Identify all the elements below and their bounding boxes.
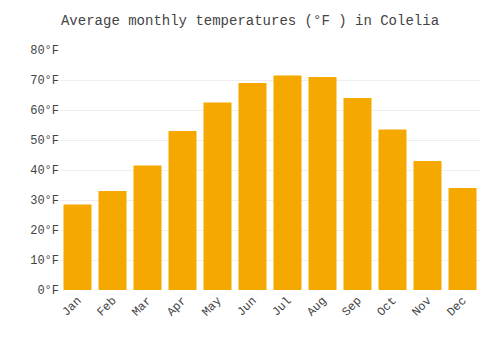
svg-text:40°F: 40°F	[30, 164, 59, 178]
svg-text:Feb: Feb	[94, 294, 119, 319]
svg-text:80°F: 80°F	[30, 44, 59, 58]
svg-text:Jul: Jul	[269, 294, 294, 319]
svg-text:Jan: Jan	[59, 294, 84, 319]
svg-text:0°F: 0°F	[37, 284, 59, 298]
svg-text:Sep: Sep	[339, 294, 364, 319]
svg-text:10°F: 10°F	[30, 254, 59, 268]
svg-text:Nov: Nov	[409, 294, 434, 319]
svg-text:70°F: 70°F	[30, 74, 59, 88]
svg-text:30°F: 30°F	[30, 194, 59, 208]
svg-text:Oct: Oct	[374, 294, 399, 319]
svg-text:Jun: Jun	[234, 294, 259, 319]
svg-text:Aug: Aug	[304, 294, 329, 319]
svg-text:Mar: Mar	[129, 294, 154, 319]
svg-text:60°F: 60°F	[30, 104, 59, 118]
svg-text:Average monthly temperatures (: Average monthly temperatures (°F ) in Co…	[61, 13, 439, 29]
svg-text:Apr: Apr	[164, 294, 189, 319]
svg-text:May: May	[199, 294, 224, 319]
svg-text:20°F: 20°F	[30, 224, 59, 238]
svg-text:Dec: Dec	[444, 294, 469, 319]
svg-text:50°F: 50°F	[30, 134, 59, 148]
